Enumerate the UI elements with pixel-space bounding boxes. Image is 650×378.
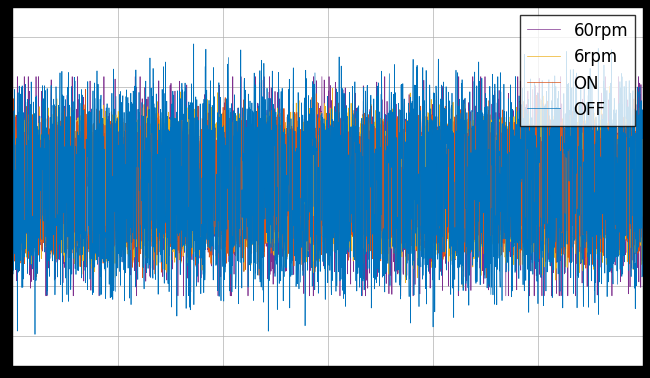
OFF (639, 119, 647, 123)
ON (118, 220, 125, 225)
OFF (81, 165, 88, 169)
OFF (559, 147, 567, 152)
OFF (278, 149, 286, 154)
OFF (8, 120, 16, 125)
6rpm (627, 141, 635, 146)
Line: 60rpm: 60rpm (12, 44, 643, 334)
6rpm (559, 252, 567, 257)
6rpm (483, 276, 491, 280)
60rpm (251, 129, 259, 133)
OFF (627, 204, 635, 208)
ON (458, 285, 466, 290)
60rpm (559, 240, 567, 244)
6rpm (250, 127, 258, 131)
OFF (118, 223, 126, 228)
Line: 6rpm: 6rpm (12, 89, 643, 278)
60rpm (8, 260, 16, 264)
6rpm (81, 87, 89, 91)
6rpm (8, 99, 16, 104)
60rpm (639, 121, 647, 126)
ON (606, 84, 614, 89)
ON (627, 235, 635, 240)
Legend: 60rpm, 6rpm, ON, OFF: 60rpm, 6rpm, ON, OFF (520, 15, 634, 125)
60rpm (627, 111, 635, 115)
Line: ON: ON (12, 87, 643, 287)
60rpm (31, 332, 39, 336)
ON (81, 140, 88, 144)
ON (278, 124, 285, 129)
ON (8, 234, 16, 239)
ON (559, 116, 567, 121)
60rpm (81, 214, 88, 219)
60rpm (118, 260, 126, 264)
60rpm (278, 269, 286, 273)
6rpm (81, 152, 88, 157)
6rpm (118, 127, 126, 132)
OFF (14, 74, 21, 79)
60rpm (190, 42, 198, 46)
OFF (42, 293, 50, 298)
6rpm (639, 215, 647, 219)
ON (639, 241, 647, 246)
ON (250, 257, 258, 262)
6rpm (278, 251, 285, 256)
Line: OFF: OFF (12, 77, 643, 296)
OFF (251, 199, 259, 204)
